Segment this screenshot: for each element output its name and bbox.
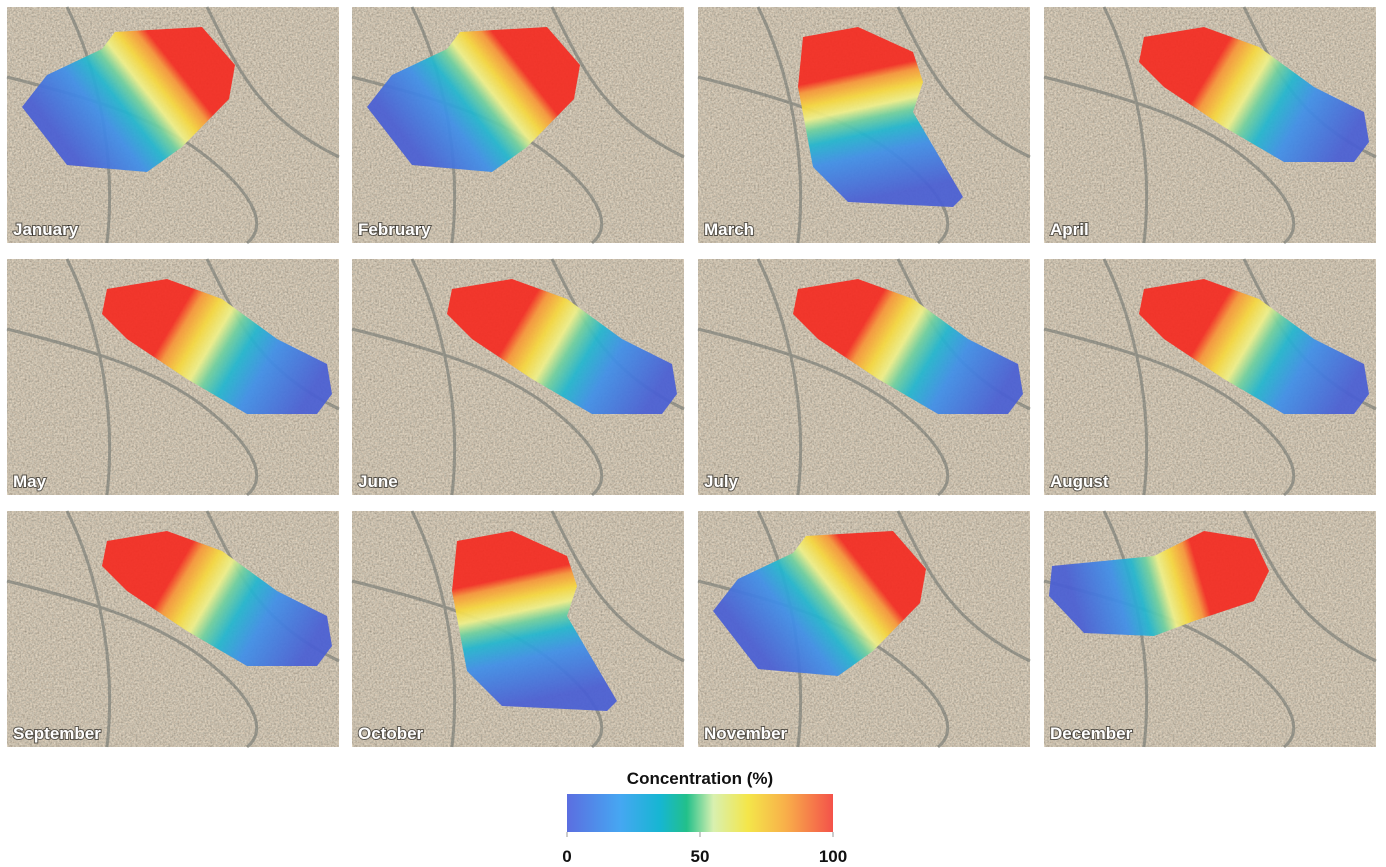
- map-panel: June: [352, 259, 684, 495]
- map-panel: October: [352, 511, 684, 747]
- month-label: June: [358, 472, 398, 491]
- month-label: May: [13, 472, 47, 491]
- month-label: September: [13, 724, 101, 743]
- map-panel: July: [698, 259, 1030, 495]
- map-panel: January: [7, 7, 339, 243]
- map-panel: September: [7, 511, 339, 747]
- colorbar-title: Concentration (%): [627, 769, 773, 788]
- month-label: October: [358, 724, 424, 743]
- colorbar-tick-label: 50: [691, 847, 710, 866]
- month-label: March: [704, 220, 754, 239]
- colorbar-tick-label: 0: [562, 847, 571, 866]
- map-panel: March: [698, 7, 1030, 243]
- figure: January February March April May June July Augu…: [0, 0, 1386, 867]
- month-label: August: [1050, 472, 1109, 491]
- map-panel: December: [1044, 511, 1376, 747]
- colorbar: Concentration (%) 0 50 100: [562, 769, 847, 866]
- month-label: January: [13, 220, 79, 239]
- map-panel: August: [1044, 259, 1376, 495]
- month-label: February: [358, 220, 431, 239]
- month-label: July: [704, 472, 739, 491]
- panel-grid: January February March April May June July Augu…: [7, 7, 1376, 747]
- month-label: November: [704, 724, 788, 743]
- month-label: April: [1050, 220, 1089, 239]
- colorbar-tick-label: 100: [819, 847, 847, 866]
- map-panel: May: [7, 259, 339, 495]
- colorbar-bar: [567, 794, 833, 832]
- map-panel: April: [1044, 7, 1376, 243]
- map-panel: February: [352, 7, 684, 243]
- month-label: December: [1050, 724, 1133, 743]
- map-panel: November: [698, 511, 1030, 747]
